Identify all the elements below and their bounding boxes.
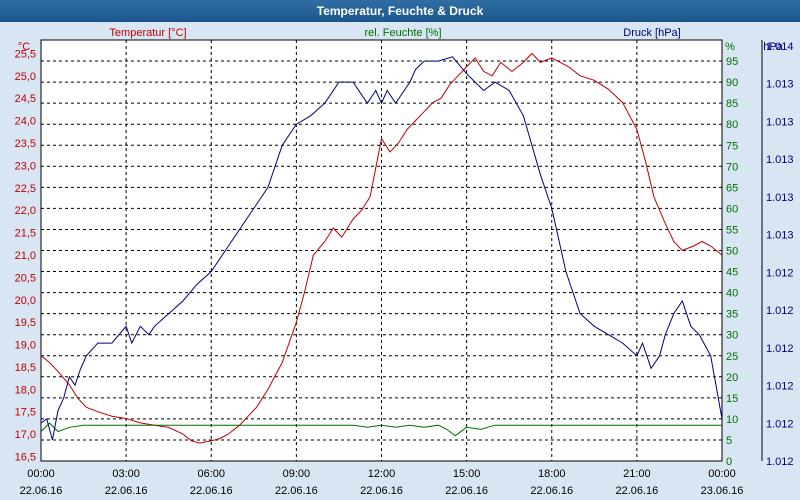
temperature-tick-label: 25,5: [15, 48, 36, 60]
humidity-tick-label: 90: [726, 77, 738, 89]
x-ticks: 00:00 22.06.16 03:00 22.06.16 06:00 22.06.16 0…: [20, 468, 744, 497]
x-tick-date: 22.06.16: [530, 485, 573, 497]
x-tick-date: 22.06.16: [360, 485, 403, 497]
temperature-axis-title: Temperatur [°C]: [109, 27, 186, 39]
x-tick-date: 22.06.16: [275, 485, 318, 497]
temperature-tick-label: 18,5: [15, 362, 36, 374]
humidity-unit-label: %: [725, 41, 735, 53]
pressure-ticks: 1.012 1.012 1.012 1.012 1.012 1.012 1.013 1.013…: [766, 41, 794, 468]
humidity-tick-label: 50: [726, 246, 738, 258]
x-tick-time: 18:00: [538, 468, 566, 480]
humidity-tick-label: 40: [726, 288, 738, 300]
humidity-tick-label: 35: [726, 309, 738, 321]
x-tick-time: 21:00: [623, 468, 651, 480]
humidity-tick-label: 80: [726, 119, 738, 131]
temperature-tick-label: 16,5: [15, 452, 36, 464]
humidity-tick-label: 25: [726, 351, 738, 363]
humidity-tick-label: 55: [726, 224, 738, 236]
temperature-tick-label: 21,5: [15, 228, 36, 240]
x-tick-time: 15:00: [453, 468, 481, 480]
x-tick-time: 03:00: [112, 468, 140, 480]
x-tick-date: 22.06.16: [20, 485, 63, 497]
series-lines: [40, 52, 723, 444]
chart-title: Temperatur, Feuchte & Druck: [0, 0, 800, 22]
humidity-tick-label: 85: [726, 98, 738, 110]
temperature-tick-label: 21,0: [15, 250, 36, 262]
temperature-tick-label: 23,5: [15, 138, 36, 150]
humidity-tick-label: 0: [726, 456, 732, 468]
temperature-tick-label: 23,0: [15, 160, 36, 172]
temperature-tick-label: 20,0: [15, 295, 36, 307]
pressure-tick-label: 1.013: [766, 79, 794, 91]
temperature-tick-label: 19,0: [15, 340, 36, 352]
series-line-humidity: [40, 422, 722, 437]
series-line-temperature: [40, 52, 723, 444]
temperature-unit-label: °C: [18, 41, 30, 53]
humidity-tick-label: 30: [726, 330, 738, 342]
x-tick-time: 00:00: [27, 468, 55, 480]
temperature-tick-label: 18,0: [15, 384, 36, 396]
pressure-axis-title: Druck [hPa]: [623, 27, 680, 39]
humidity-tick-label: 45: [726, 267, 738, 279]
x-tick-date: 22.06.16: [105, 485, 148, 497]
temperature-tick-label: 17,0: [15, 429, 36, 441]
humidity-tick-label: 60: [726, 203, 738, 215]
series-line-pressure: [40, 56, 723, 441]
humidity-tick-label: 70: [726, 161, 738, 173]
humidity-ticks: 0 5 10 15 20 25 30 35 40 45 50 55 60 65 70 75 80 85 90 95: [726, 56, 738, 468]
temperature-tick-label: 22,0: [15, 205, 36, 217]
pressure-tick-label: 1.012: [766, 267, 794, 279]
temperature-tick-label: 17,5: [15, 407, 36, 419]
humidity-tick-label: 95: [726, 56, 738, 68]
x-tick-date: 22.06.16: [615, 485, 658, 497]
x-tick-time: 00:00: [708, 468, 736, 480]
x-tick-time: 06:00: [197, 468, 225, 480]
pressure-tick-label: 1.012: [766, 305, 794, 317]
pressure-tick-label: 1.014: [766, 41, 794, 53]
pressure-tick-label: 1.013: [766, 230, 794, 242]
pressure-tick-label: 1.013: [766, 192, 794, 204]
x-tick-date: 22.06.16: [190, 485, 233, 497]
humidity-tick-label: 10: [726, 414, 738, 426]
humidity-tick-label: 75: [726, 140, 738, 152]
pressure-tick-label: 1.012: [766, 456, 794, 468]
humidity-tick-label: 20: [726, 372, 738, 384]
x-tick-time: 09:00: [283, 468, 311, 480]
pressure-tick-label: 1.013: [766, 154, 794, 166]
x-tick-time: 12:00: [368, 468, 396, 480]
pressure-tick-label: 1.012: [766, 418, 794, 430]
pressure-unit-label: hPa: [763, 41, 783, 53]
pressure-tick-label: 1.012: [766, 343, 794, 355]
temperature-tick-label: 19,5: [15, 317, 36, 329]
humidity-tick-label: 15: [726, 393, 738, 405]
humidity-tick-label: 65: [726, 182, 738, 194]
pressure-tick-label: 1.012: [766, 381, 794, 393]
temperature-ticks: 16,5 17,0 17,5 18,0 18,5 19,0 19,5 20,0 20,5 21,0…: [15, 48, 36, 463]
x-tick-date: 23.06.16: [701, 485, 744, 497]
x-tick-date: 22.06.16: [445, 485, 488, 497]
temperature-tick-label: 20,5: [15, 272, 36, 284]
humidity-axis-title: rel. Feuchte [%]: [364, 27, 441, 39]
humidity-tick-label: 5: [726, 435, 732, 447]
temperature-tick-label: 22,5: [15, 183, 36, 195]
temperature-tick-label: 24,0: [15, 116, 36, 128]
temperature-tick-label: 24,5: [15, 93, 36, 105]
temperature-tick-label: 25,0: [15, 71, 36, 83]
grid-vertical: [125, 40, 638, 461]
pressure-tick-label: 1.013: [766, 116, 794, 128]
